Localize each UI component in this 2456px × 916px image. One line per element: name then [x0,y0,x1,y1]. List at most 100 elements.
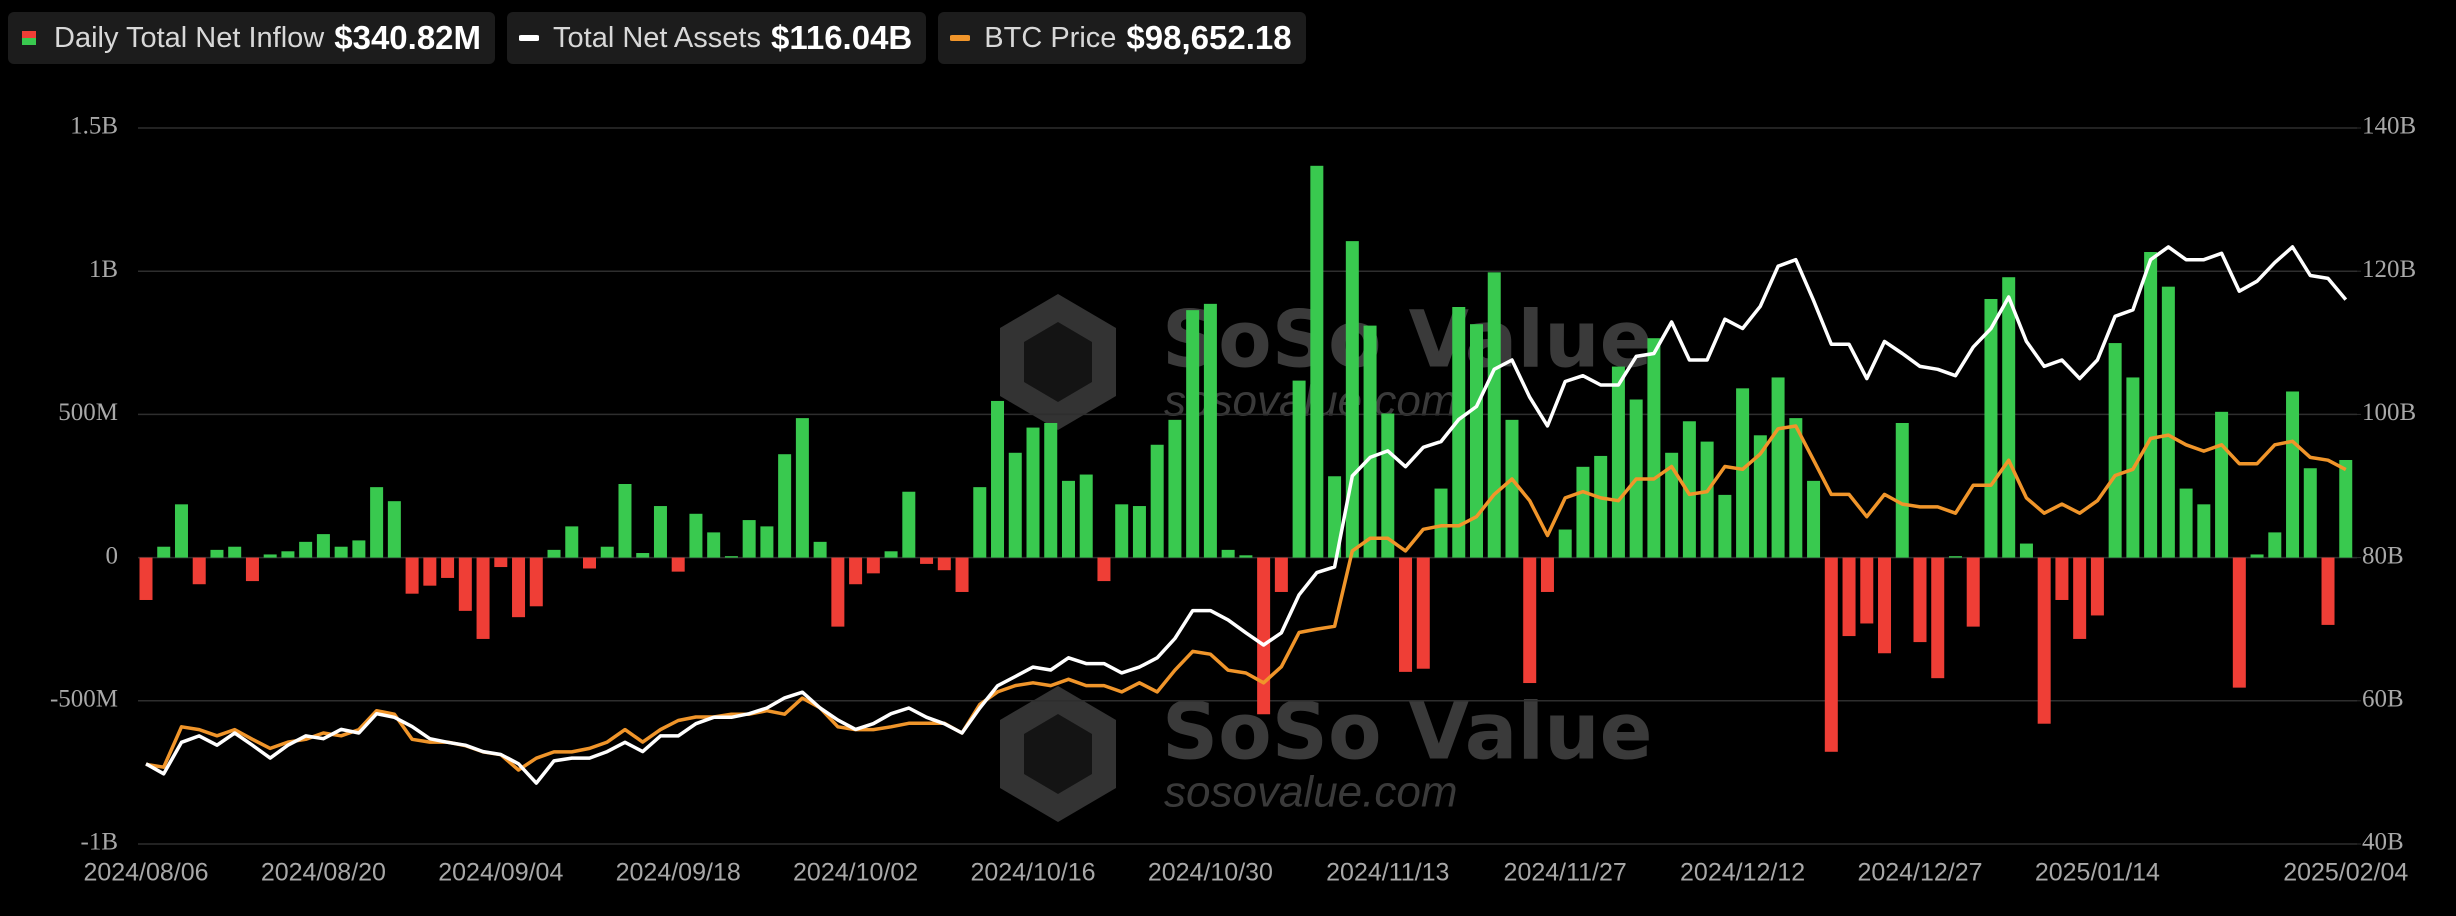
bar [1931,557,1945,679]
bar [2268,532,2282,558]
legend-item[interactable]: BTC Price $98,652.18 [938,12,1306,64]
bar [334,546,348,558]
legend-label: BTC Price [984,21,1117,54]
watermark-brand: SoSo Value [1162,687,1653,777]
bar [955,557,969,592]
bar [1221,549,1235,558]
legend-item[interactable]: Daily Total Net Inflow $340.82M [8,12,496,64]
bar [1452,307,1466,558]
bar [1594,455,1608,558]
legend-label: Total Net Assets [553,21,761,54]
legend-icon [22,31,36,45]
bar [2019,543,2033,558]
bar [760,526,774,558]
bar [1647,338,1661,558]
bar [831,557,845,627]
bar [2215,411,2229,558]
bar [1061,480,1075,558]
bar [547,549,561,558]
y2-tick-label: 120B [2362,256,2416,283]
bar [778,454,792,558]
x-tick-label: 2025/01/14 [2035,859,2160,887]
bar [1523,557,1537,684]
bar [1470,324,1483,558]
bar [1984,298,1998,558]
bar [1097,557,1111,582]
bar [2197,504,2211,558]
legend-value: $116.04B [770,19,913,56]
legend-swatch [22,31,36,38]
x-tick-label: 2025/02/04 [2283,859,2408,887]
bar [2090,557,2104,616]
bar [476,557,490,639]
bar [1842,557,1856,637]
bar [937,557,951,571]
bar [2037,557,2051,724]
x-tick-label: 2024/08/20 [261,859,386,887]
bar [813,541,827,558]
legend-value: $340.82M [334,19,482,56]
bar [1860,557,1874,624]
bar [1718,494,1732,558]
bar [849,557,863,585]
bar [352,540,366,558]
bar [671,557,685,572]
bar [1115,504,1129,558]
x-tick-label: 2024/11/27 [1504,859,1627,887]
legend-value: $98,652.18 [1126,19,1292,56]
bar [1026,427,1040,558]
bar [1771,377,1785,558]
bar [1948,556,1962,558]
bar [1328,476,1342,558]
bar [653,506,667,558]
bar [884,551,898,558]
bar [281,551,295,558]
bar [228,546,242,558]
bar [512,557,526,618]
bar [689,513,703,558]
bar [1540,557,1554,592]
y-tick-label: 1.5B [70,113,118,140]
bar [707,532,721,558]
bar [1558,529,1572,558]
bar [441,557,455,578]
y-tick-label: -1B [81,829,119,856]
legend-item[interactable]: Total Net Assets $116.04B [507,12,927,64]
legend-swatch [22,38,36,45]
bar [2179,488,2193,558]
y2-tick-label: 40B [2362,829,2404,856]
x-tick-label: 2024/11/13 [1326,859,1449,887]
y-tick-label: 500M [58,399,118,426]
bar [1807,480,1821,558]
bar [1239,555,1253,558]
bar [1132,506,1146,558]
bar [2002,277,2016,558]
watermark: SoSo Value sosovalue.com SoSo Value soso… [1000,294,1653,822]
bar [299,541,313,558]
watermark-logo [1000,686,1116,822]
bar [387,501,401,558]
bar [210,549,224,558]
y2-tick-label: 140B [2362,113,2416,140]
bar [1895,422,1909,558]
bar [973,487,987,558]
bar [636,553,650,558]
bar [2108,343,2122,558]
bar [529,557,543,607]
bar [2073,557,2087,639]
bar [724,556,738,558]
bar [2161,286,2175,558]
bar [742,520,756,558]
bar [2144,252,2158,558]
y-tick-label: 1B [89,256,118,283]
bar [1150,444,1164,558]
bar [1044,422,1058,558]
bar [139,557,153,600]
bar [1203,303,1217,558]
bar [600,546,614,558]
bar [1611,366,1625,558]
line [145,245,2348,785]
bar [1665,452,1679,558]
bar [583,557,596,569]
bar [1736,388,1750,558]
